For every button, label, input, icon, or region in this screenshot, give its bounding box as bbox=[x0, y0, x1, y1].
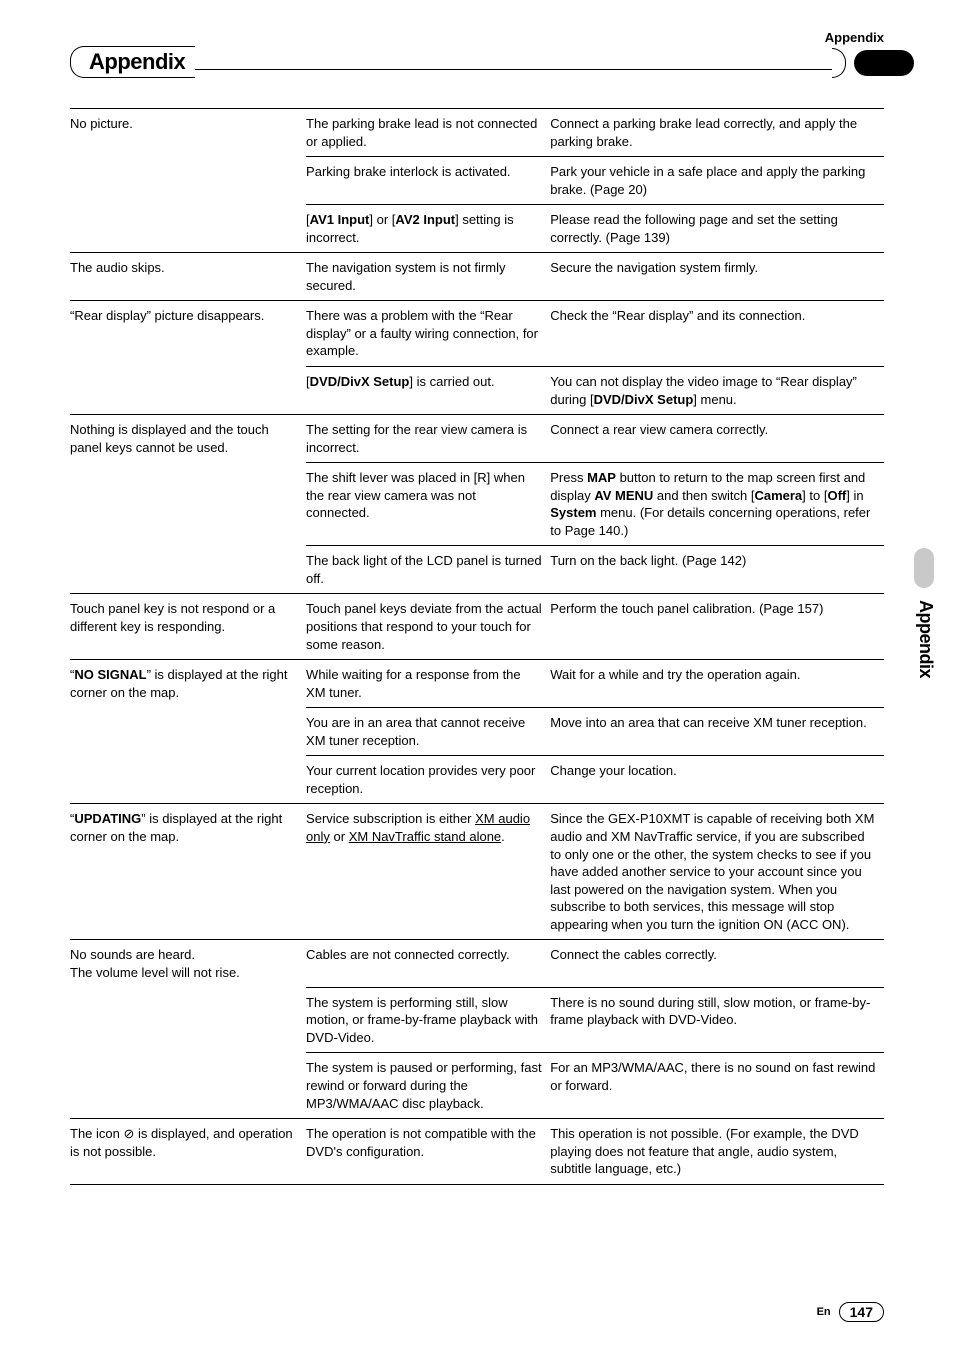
troubleshooting-table: No picture.The parking brake lead is not… bbox=[70, 108, 884, 1197]
action-cell: Please read the following page and set t… bbox=[550, 205, 884, 253]
table-row: The shift lever was placed in [R] when t… bbox=[70, 463, 884, 546]
symptom-cell: “UPDATING” is displayed at the right cor… bbox=[70, 804, 306, 940]
table-row: The system is paused or performing, fast… bbox=[70, 1053, 884, 1119]
table-row: Parking brake interlock is activated.Par… bbox=[70, 157, 884, 205]
symptom-cell bbox=[70, 756, 306, 804]
action-cell: Press MAP button to return to the map sc… bbox=[550, 463, 884, 546]
symptom-cell bbox=[70, 1053, 306, 1119]
action-cell: Turn on the back light. (Page 142) bbox=[550, 546, 884, 594]
footer-page-number: 147 bbox=[839, 1302, 884, 1322]
action-cell: Perform the touch panel calibration. (Pa… bbox=[550, 594, 884, 660]
action-cell: Change your location. bbox=[550, 756, 884, 804]
table-row: The system is performing still, slow mot… bbox=[70, 987, 884, 1053]
table-row: No sounds are heard.The volume level wil… bbox=[70, 940, 884, 988]
cause-cell: Your current location provides very poor… bbox=[306, 756, 550, 804]
table-row: “NO SIGNAL” is displayed at the right co… bbox=[70, 660, 884, 708]
cause-cell: Service subscription is either XM audio … bbox=[306, 804, 550, 940]
cause-cell: Touch panel keys deviate from the actual… bbox=[306, 594, 550, 660]
table-row: [AV1 Input] or [AV2 Input] setting is in… bbox=[70, 205, 884, 253]
action-cell: You can not display the video image to “… bbox=[550, 367, 884, 415]
symptom-cell bbox=[70, 987, 306, 1053]
footer-language: En bbox=[817, 1306, 831, 1318]
cause-cell: The navigation system is not firmly secu… bbox=[306, 253, 550, 301]
action-cell: Check the “Rear display” and its connect… bbox=[550, 301, 884, 367]
symptom-cell bbox=[70, 708, 306, 756]
action-cell: Connect a rear view camera correctly. bbox=[550, 415, 884, 463]
section-title: Appendix bbox=[89, 49, 185, 74]
header-left-curve bbox=[70, 46, 84, 78]
header-title-box: Appendix bbox=[83, 46, 195, 78]
action-cell: Since the GEX-P10XMT is capable of recei… bbox=[550, 804, 884, 940]
cause-cell: The parking brake lead is not connected … bbox=[306, 109, 550, 157]
table-row: Nothing is displayed and the touch panel… bbox=[70, 415, 884, 463]
table-row: The back light of the LCD panel is turne… bbox=[70, 546, 884, 594]
action-cell: Park your vehicle in a safe place and ap… bbox=[550, 157, 884, 205]
header-right-cap bbox=[832, 48, 846, 78]
table-row: “UPDATING” is displayed at the right cor… bbox=[70, 804, 884, 940]
symptom-cell bbox=[70, 157, 306, 205]
action-cell: Connect a parking brake lead correctly, … bbox=[550, 109, 884, 157]
cause-cell: The setting for the rear view camera is … bbox=[306, 415, 550, 463]
table-row: No picture.The parking brake lead is not… bbox=[70, 109, 884, 157]
action-cell: This operation is not possible. (For exa… bbox=[550, 1119, 884, 1185]
cause-cell: Cables are not connected correctly. bbox=[306, 940, 550, 988]
cause-cell: While waiting for a response from the XM… bbox=[306, 660, 550, 708]
table-row bbox=[70, 1184, 884, 1197]
cause-cell: There was a problem with the “Rear displ… bbox=[306, 301, 550, 367]
symptom-cell bbox=[70, 367, 306, 415]
symptom-cell: The icon ⊘ is displayed, and operation i… bbox=[70, 1119, 306, 1185]
symptom-cell: No picture. bbox=[70, 109, 306, 157]
cause-cell bbox=[306, 1184, 550, 1197]
table-row: Your current location provides very poor… bbox=[70, 756, 884, 804]
symptom-cell: “Rear display” picture disappears. bbox=[70, 301, 306, 367]
top-right-label: Appendix bbox=[825, 30, 884, 45]
action-cell: Move into an area that can receive XM tu… bbox=[550, 708, 884, 756]
symptom-cell: No sounds are heard.The volume level wil… bbox=[70, 940, 306, 988]
table-row: [DVD/DivX Setup] is carried out.You can … bbox=[70, 367, 884, 415]
cause-cell: The system is paused or performing, fast… bbox=[306, 1053, 550, 1119]
action-cell: There is no sound during still, slow mot… bbox=[550, 987, 884, 1053]
symptom-cell bbox=[70, 205, 306, 253]
symptom-cell bbox=[70, 1184, 306, 1197]
symptom-cell: Nothing is displayed and the touch panel… bbox=[70, 415, 306, 463]
action-cell: Connect the cables correctly. bbox=[550, 940, 884, 988]
header-line bbox=[195, 69, 832, 70]
table-row: Touch panel key is not respond or a diff… bbox=[70, 594, 884, 660]
table-row: The icon ⊘ is displayed, and operation i… bbox=[70, 1119, 884, 1185]
side-tab-label: Appendix bbox=[915, 600, 936, 678]
cause-cell: Parking brake interlock is activated. bbox=[306, 157, 550, 205]
table-row: The audio skips.The navigation system is… bbox=[70, 253, 884, 301]
table-row: You are in an area that cannot receive X… bbox=[70, 708, 884, 756]
section-header: Appendix bbox=[70, 46, 884, 78]
symptom-cell: The audio skips. bbox=[70, 253, 306, 301]
symptom-cell: “NO SIGNAL” is displayed at the right co… bbox=[70, 660, 306, 708]
symptom-cell bbox=[70, 546, 306, 594]
page-footer: En 147 bbox=[817, 1302, 884, 1322]
cause-cell: You are in an area that cannot receive X… bbox=[306, 708, 550, 756]
action-cell: Wait for a while and try the operation a… bbox=[550, 660, 884, 708]
side-tab-cap bbox=[914, 548, 934, 588]
cause-cell: The back light of the LCD panel is turne… bbox=[306, 546, 550, 594]
cause-cell: [AV1 Input] or [AV2 Input] setting is in… bbox=[306, 205, 550, 253]
table-row: “Rear display” picture disappears.There … bbox=[70, 301, 884, 367]
header-tab-block bbox=[854, 50, 914, 76]
cause-cell: The operation is not compatible with the… bbox=[306, 1119, 550, 1185]
cause-cell: The shift lever was placed in [R] when t… bbox=[306, 463, 550, 546]
action-cell: For an MP3/WMA/AAC, there is no sound on… bbox=[550, 1053, 884, 1119]
side-thumb-tab: Appendix bbox=[908, 560, 936, 790]
symptom-cell bbox=[70, 463, 306, 546]
action-cell bbox=[550, 1184, 884, 1197]
cause-cell: The system is performing still, slow mot… bbox=[306, 987, 550, 1053]
action-cell: Secure the navigation system firmly. bbox=[550, 253, 884, 301]
symptom-cell: Touch panel key is not respond or a diff… bbox=[70, 594, 306, 660]
cause-cell: [DVD/DivX Setup] is carried out. bbox=[306, 367, 550, 415]
